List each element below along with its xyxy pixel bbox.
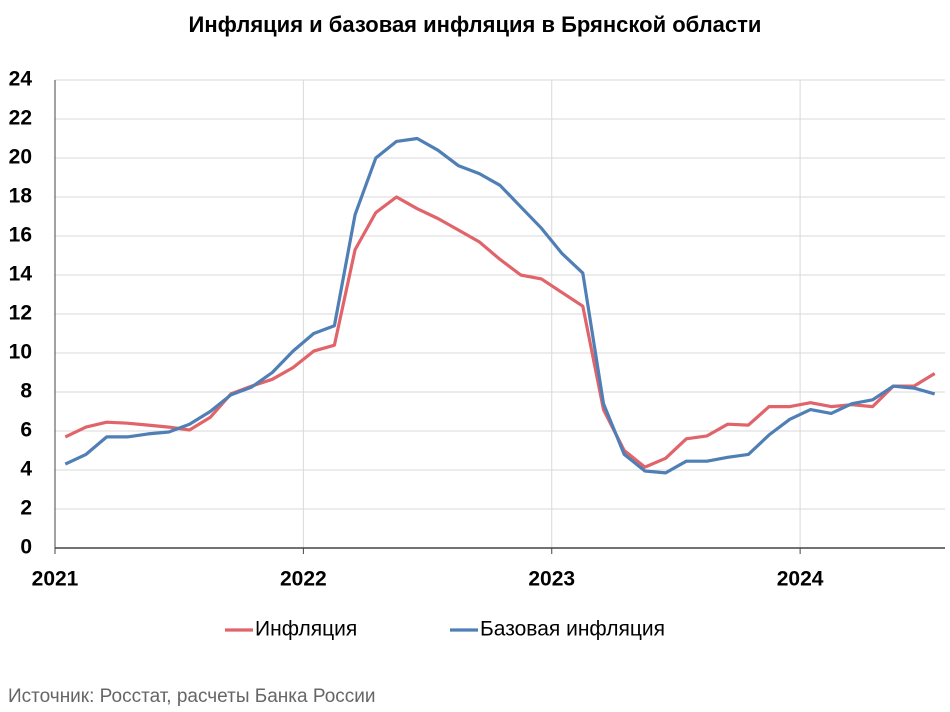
y-tick-label: 18 bbox=[9, 185, 33, 208]
y-tick-label: 0 bbox=[20, 536, 32, 559]
line bbox=[64, 136, 936, 475]
y-tick-label: 20 bbox=[9, 146, 32, 169]
y-tick-label: 8 bbox=[20, 380, 32, 403]
x-tick-label: 2024 bbox=[777, 568, 824, 591]
x-tick-label: 2023 bbox=[528, 568, 575, 591]
y-tick-label: 24 bbox=[9, 68, 33, 91]
x-tick-label: 2022 bbox=[280, 568, 327, 591]
line bbox=[64, 195, 936, 469]
y-tick-label: 14 bbox=[9, 263, 33, 286]
y-tick-label: 2 bbox=[20, 497, 32, 520]
y-tick-label: 22 bbox=[9, 107, 32, 130]
legend-label: Инфляция bbox=[255, 618, 357, 641]
legend-label: Базовая инфляция bbox=[480, 618, 665, 641]
y-tick-label: 4 bbox=[20, 458, 32, 481]
y-tick-label: 16 bbox=[9, 224, 32, 247]
chart-title: Инфляция и базовая инфляция в Брянской о… bbox=[189, 12, 762, 37]
source: Источник: Росстат, расчеты Банка России bbox=[8, 686, 376, 707]
x-tick-label: 2021 bbox=[32, 568, 79, 591]
y-tick-label: 10 bbox=[9, 341, 32, 364]
y-tick-label: 12 bbox=[9, 302, 32, 325]
y-tick-label: 6 bbox=[20, 419, 32, 442]
